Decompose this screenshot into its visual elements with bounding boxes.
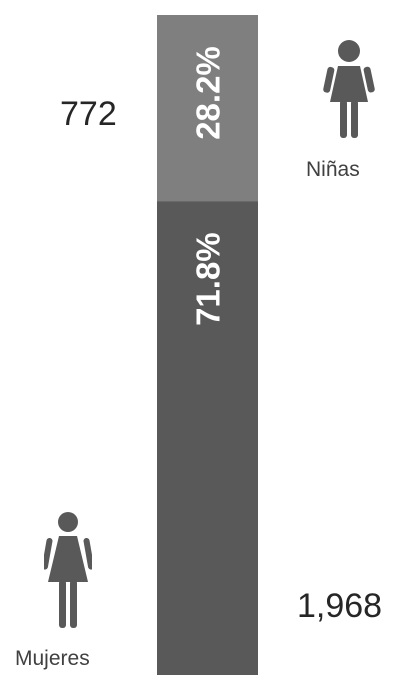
category-label-ninas: Niñas	[306, 158, 360, 181]
bar-segment-mujeres	[157, 201, 258, 675]
girl-icon	[318, 40, 380, 145]
bar-segment-ninas	[157, 15, 258, 202]
category-label-mujeres: Mujeres	[15, 647, 90, 670]
count-mujeres: 1,968	[297, 587, 383, 625]
count-ninas: 772	[60, 95, 117, 133]
woman-icon	[41, 512, 95, 635]
share-label-ninas: 28.2%	[190, 46, 227, 140]
share-label-mujeres: 71.8%	[190, 232, 227, 326]
